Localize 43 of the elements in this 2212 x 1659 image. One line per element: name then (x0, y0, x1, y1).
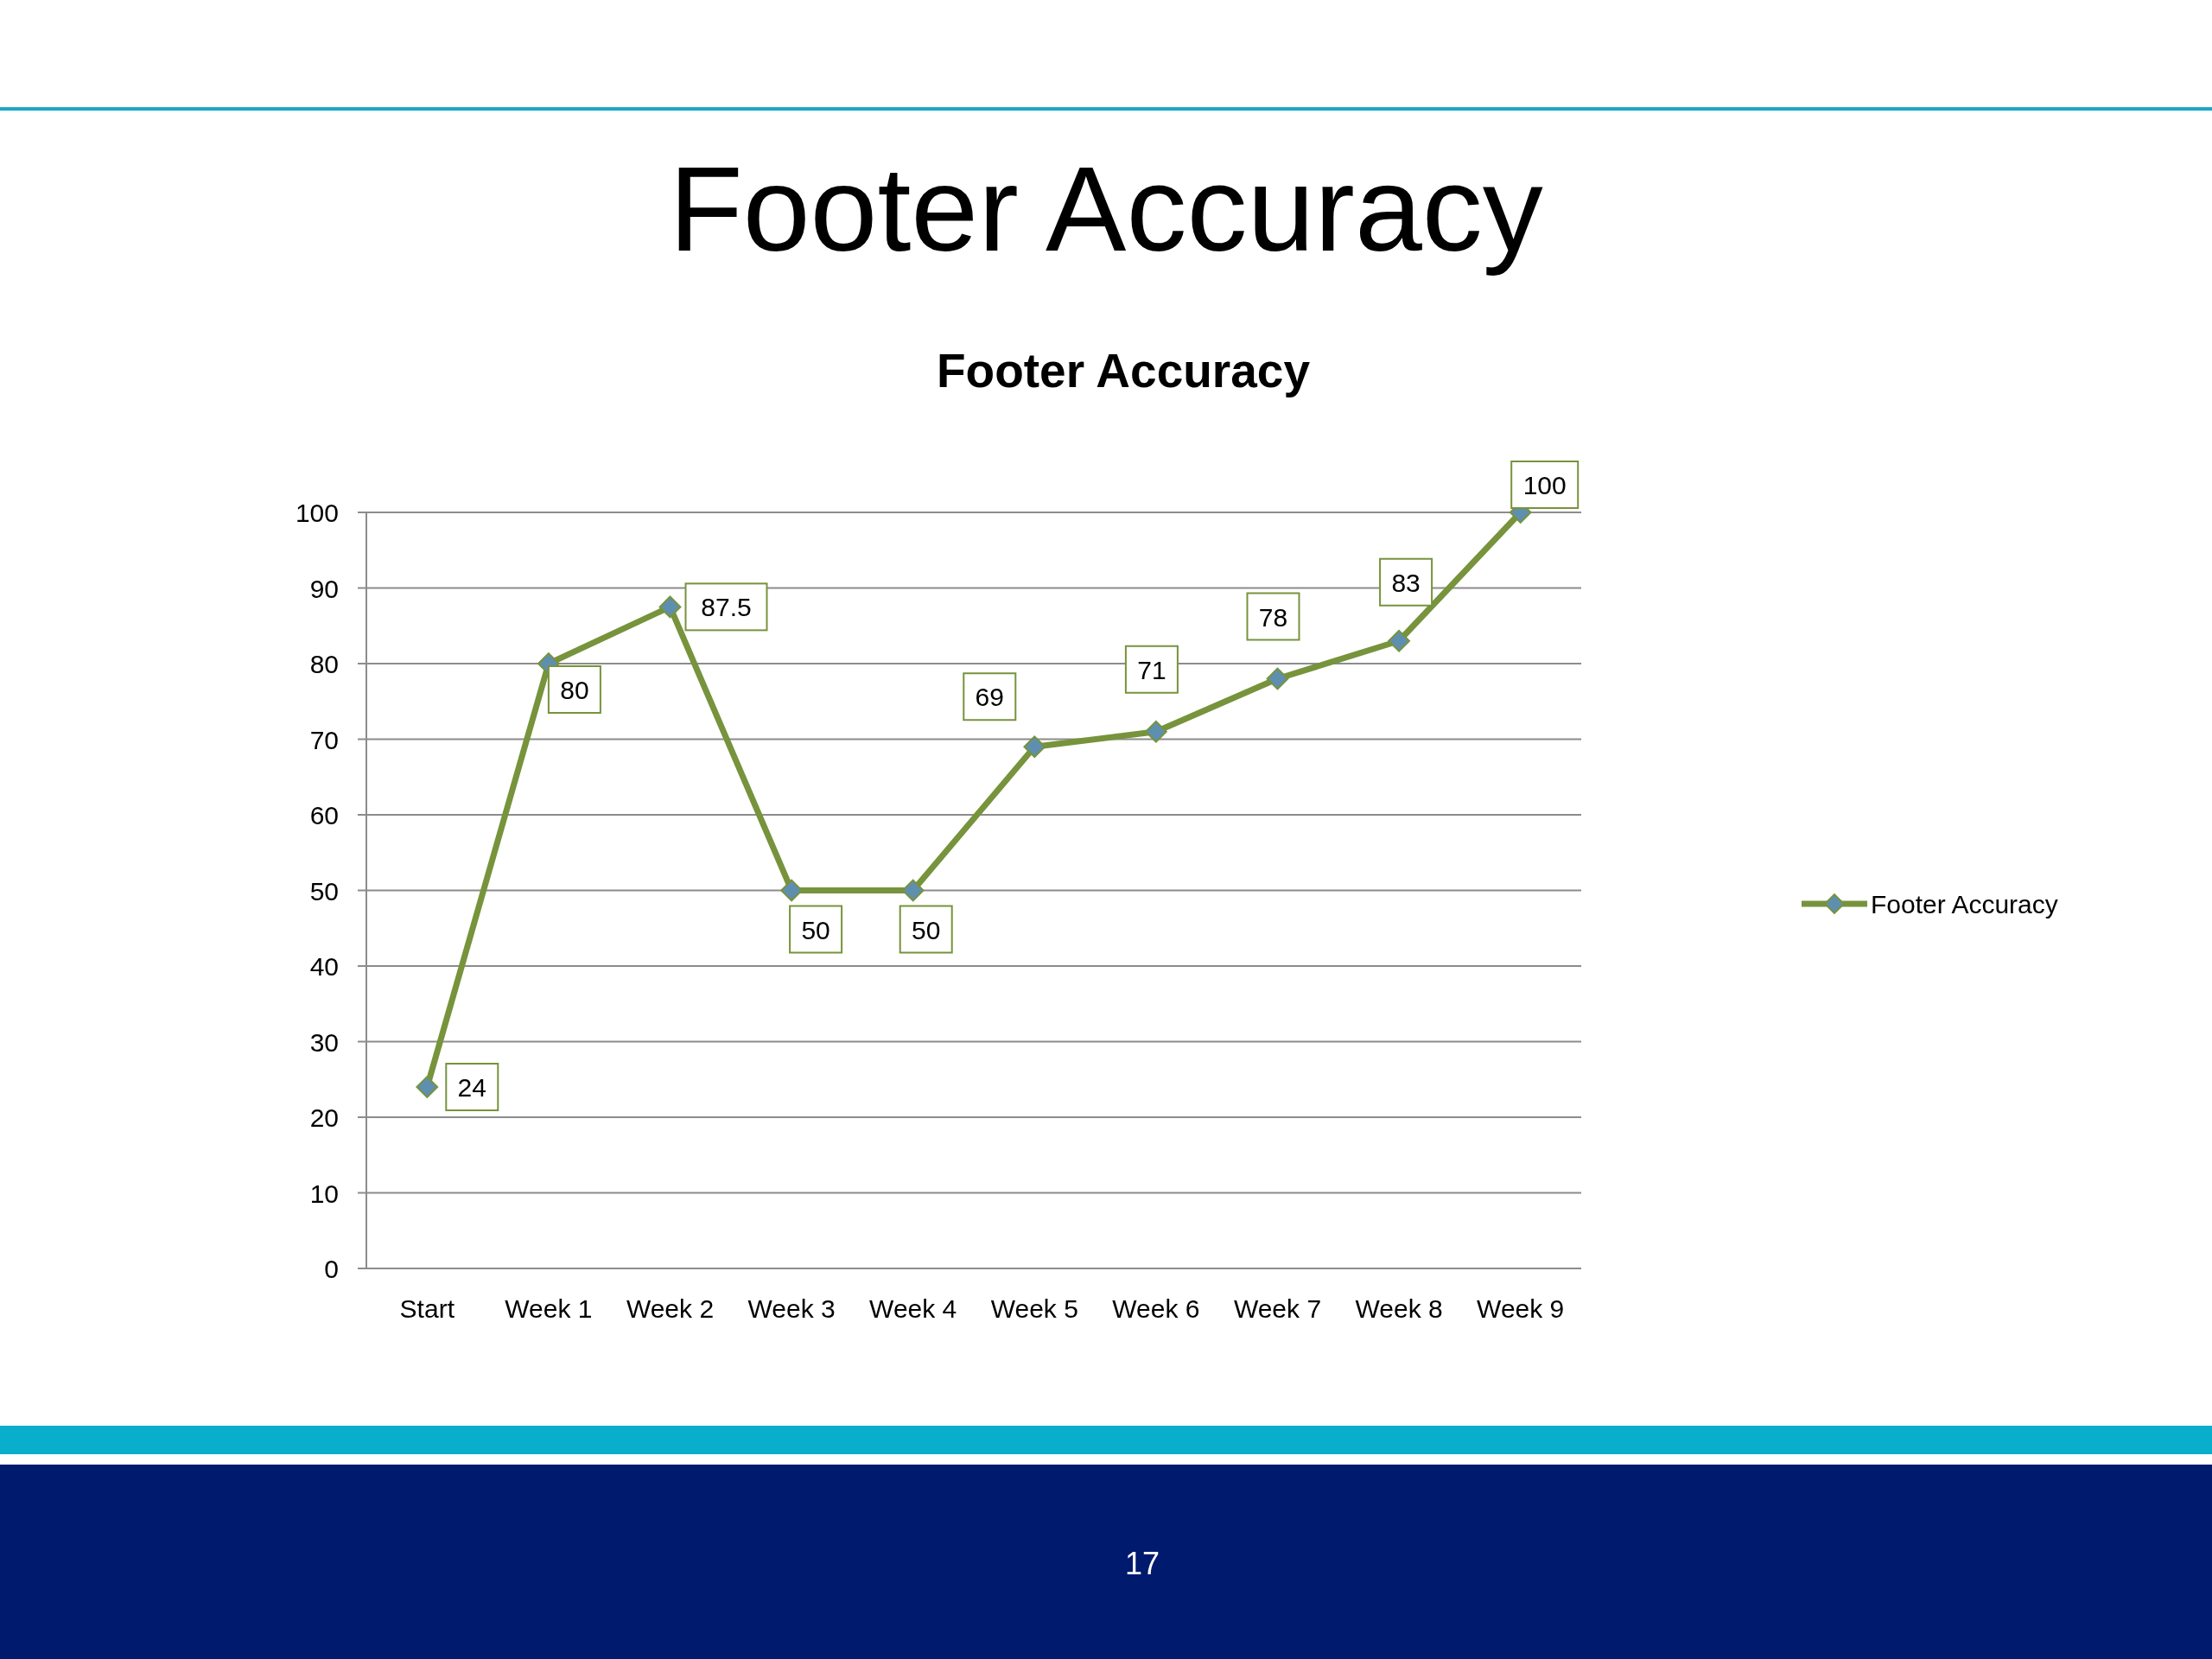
y-tick-label: 80 (309, 650, 339, 678)
point (780, 879, 803, 902)
point (416, 1076, 439, 1098)
point (1266, 667, 1289, 690)
y-tick-label: 60 (309, 801, 339, 830)
x-tick-label: Week 5 (990, 1294, 1078, 1323)
data-label: 87.5 (701, 593, 752, 622)
data-label: 78 (1258, 602, 1288, 632)
y-tick-label: 20 (309, 1103, 339, 1132)
data-label: 69 (975, 683, 1004, 712)
data-label: 100 (1522, 471, 1567, 499)
text: 17 (1124, 1546, 1160, 1581)
x-tick-label: Start (399, 1294, 455, 1323)
point (658, 595, 682, 619)
y-tick-label: 30 (309, 1027, 339, 1057)
point (1388, 629, 1410, 652)
y-tick-label: 70 (309, 725, 339, 754)
data-label: 50 (912, 915, 941, 944)
x-tick-label: Week 7 (1233, 1294, 1322, 1323)
data-label: 71 (1137, 655, 1166, 684)
y-tick-label: 10 (309, 1179, 339, 1208)
data-label: 83 (1391, 568, 1421, 597)
x-tick-label: Week 2 (626, 1294, 715, 1323)
x-tick-label: Week 3 (747, 1294, 836, 1323)
y-tick-label: 100 (295, 499, 339, 527)
data-label: 24 (457, 1073, 486, 1102)
point (1023, 735, 1046, 759)
y-tick-label: 90 (309, 574, 339, 603)
chart-title: Footer Accuracy (669, 141, 1543, 276)
x-tick-label: Week 1 (505, 1294, 593, 1323)
x-tick-label: Week 6 (1112, 1294, 1200, 1323)
x-tick-label: Week 9 (1477, 1294, 1565, 1323)
y-tick-label: 0 (324, 1255, 339, 1283)
x-tick-label: Week 8 (1355, 1294, 1443, 1323)
data-label: 80 (560, 676, 589, 704)
y-tick-label: 40 (309, 952, 339, 981)
data-label: 50 (801, 915, 830, 944)
chart-subtitle: Footer Accuracy (937, 344, 1311, 397)
legend-label: Footer Accuracy (1871, 890, 2058, 918)
y-tick-label: 50 (309, 876, 339, 906)
x-tick-label: Week 4 (869, 1294, 957, 1323)
point (901, 879, 925, 902)
point (1145, 720, 1167, 743)
